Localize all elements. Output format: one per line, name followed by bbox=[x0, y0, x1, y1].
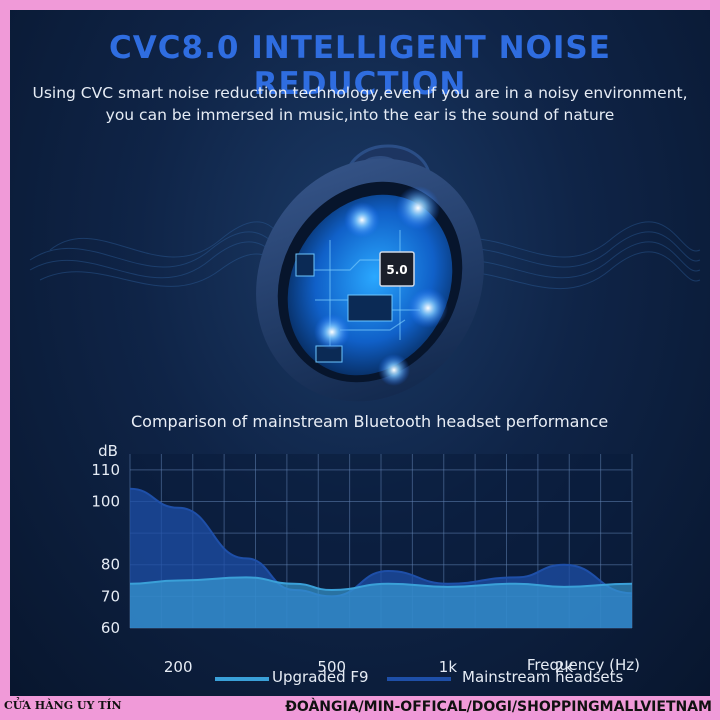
y-axis-label: dB bbox=[98, 442, 118, 460]
shop-names: ĐOÀNGIA/MIN-OFFICAL/DOGI/SHOPPINGMALLVIE… bbox=[285, 699, 712, 715]
legend-swatch-mainstream bbox=[387, 677, 451, 681]
earbud-illustration: 5.0 bbox=[29, 144, 701, 402]
chip-label: 5.0 bbox=[386, 263, 407, 277]
y-tick-label: 100 bbox=[91, 492, 120, 510]
legend-label-mainstream: Mainstream headsets bbox=[462, 668, 624, 686]
chart-title: Comparison of mainstream Bluetooth heads… bbox=[131, 412, 609, 431]
series-area-0 bbox=[130, 577, 632, 628]
shop-tagline: CỬA HÀNG UY TÍN bbox=[4, 699, 122, 712]
subtitle-line-2: you can be immersed in music,into the ea… bbox=[105, 106, 615, 124]
subtitle-line-1: Using CVC smart noise reduction technolo… bbox=[32, 84, 688, 102]
product-banner: CVC8.0 INTELLIGENT NOISE REDUCTION Using… bbox=[10, 10, 710, 696]
y-tick-label: 80 bbox=[101, 556, 120, 574]
banner-title: CVC8.0 INTELLIGENT NOISE REDUCTION bbox=[109, 30, 611, 102]
x-axis-label: Frequency (Hz) bbox=[527, 656, 640, 674]
series-line-0 bbox=[129, 576, 633, 592]
x-tick-label: 200 bbox=[164, 658, 193, 676]
y-tick-label: 70 bbox=[101, 587, 120, 605]
banner-subtitle: Using CVC smart noise reduction technolo… bbox=[10, 82, 710, 126]
y-tick-label: 60 bbox=[101, 619, 120, 637]
x-tick-label: 500 bbox=[317, 658, 346, 676]
y-tick-label: 110 bbox=[91, 461, 120, 479]
series-line-1 bbox=[129, 487, 633, 598]
x-tick-label: 2k bbox=[555, 658, 574, 676]
x-tick-label: 1k bbox=[439, 658, 458, 676]
legend-swatch-f9 bbox=[215, 677, 269, 681]
legend-label-f9: Upgraded F9 bbox=[272, 668, 369, 686]
